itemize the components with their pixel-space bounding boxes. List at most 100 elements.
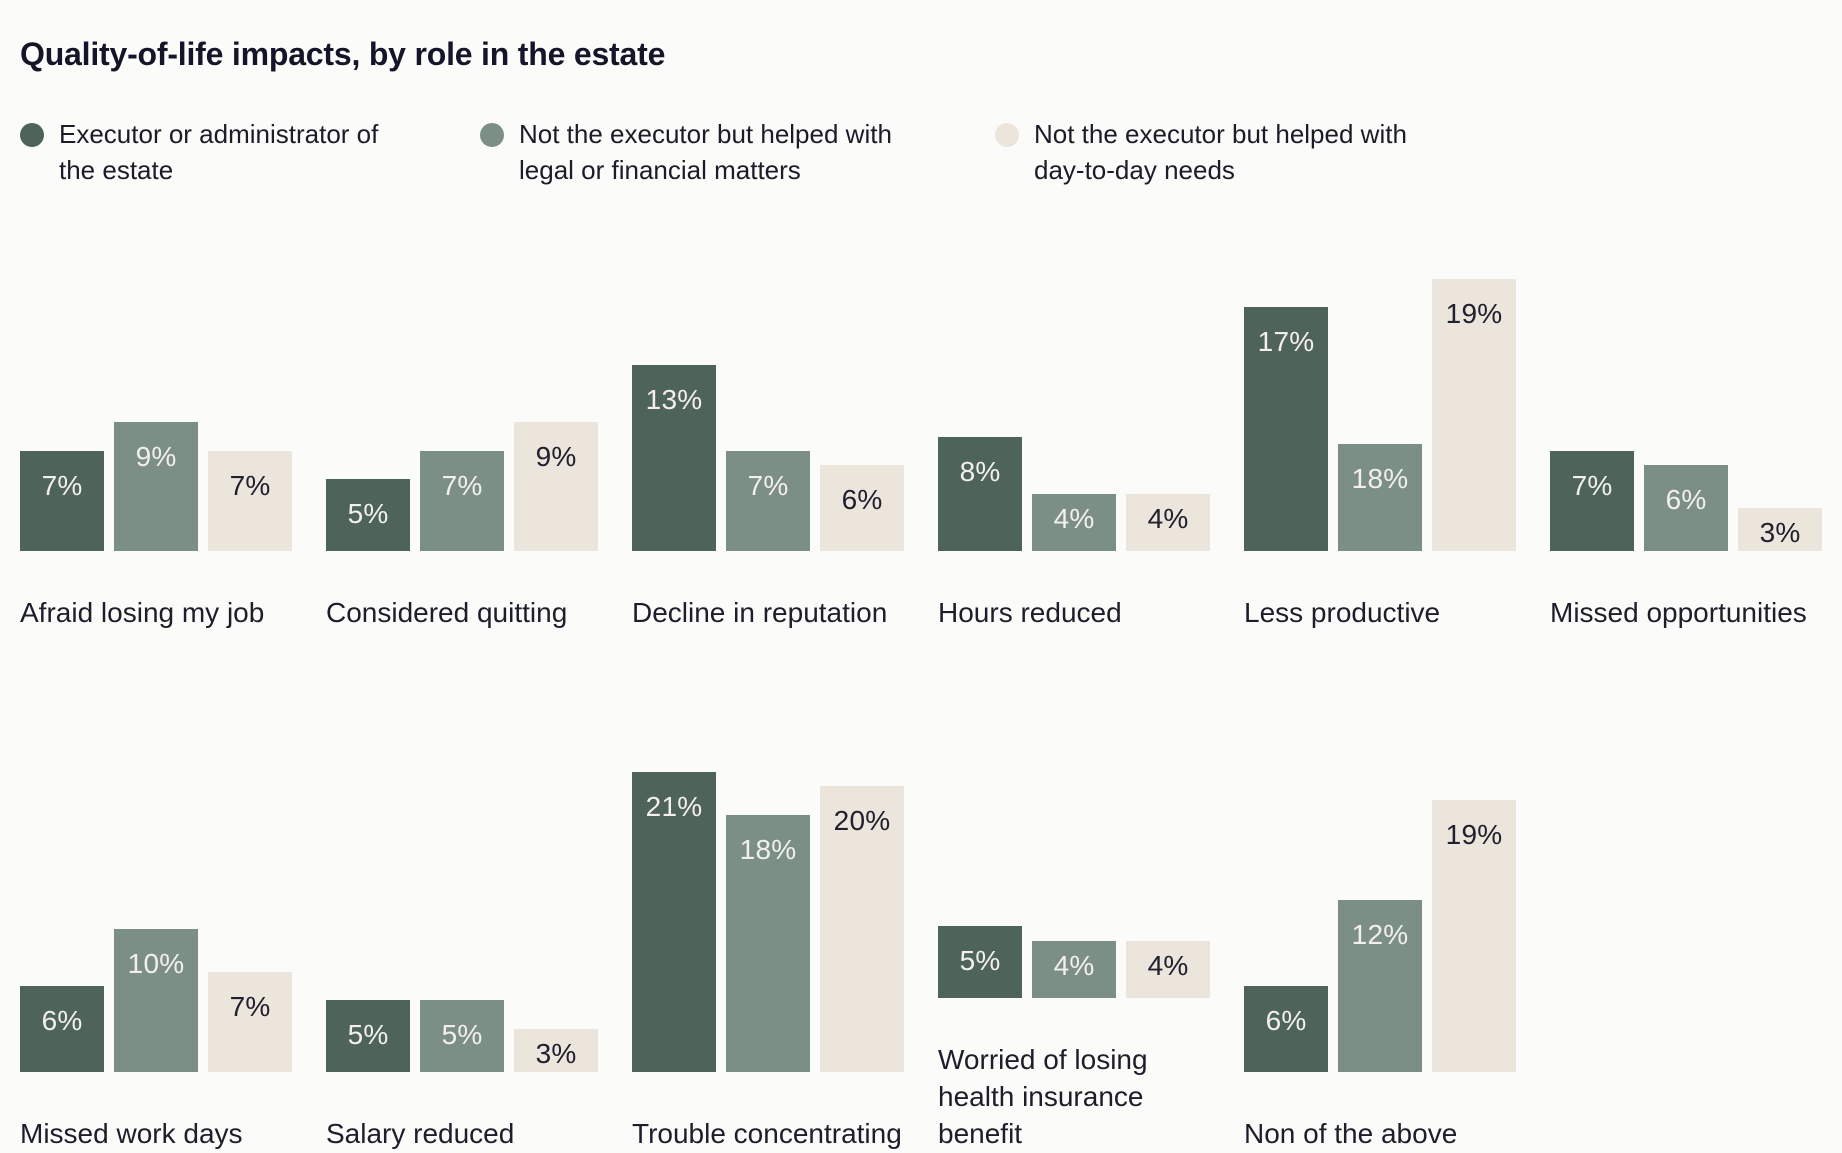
bar-value-label: 7% <box>229 469 271 501</box>
category-label: Missed opportunities <box>1550 596 1807 628</box>
bar: 6% <box>820 464 904 551</box>
bar-cluster: 7% 9% 7% <box>20 229 292 551</box>
category-label: Afraid losing my job <box>20 596 265 628</box>
bar: 7% <box>726 450 810 551</box>
bar: 7% <box>420 450 504 551</box>
category-label: Decline in reputation <box>632 596 888 628</box>
category-label: Trouble concentrating <box>632 1117 902 1149</box>
category-label: Worried of losing health insurance benef… <box>938 1043 1148 1149</box>
bar-value-label: 4% <box>1053 502 1095 534</box>
bar: 20% <box>820 785 904 1072</box>
legend-item-helped-legal: Not the executor but helped with legal o… <box>480 117 995 189</box>
bar-value-label: 19% <box>1445 297 1503 329</box>
bar: 19% <box>1432 799 1516 1072</box>
bar-value-label: 6% <box>1265 1004 1307 1036</box>
bar: 5% <box>326 999 410 1072</box>
bar: 5% <box>938 925 1022 998</box>
bar: 18% <box>726 814 810 1072</box>
category-label: Non of the above <box>1244 1117 1458 1149</box>
bar-value-label: 21% <box>645 790 703 822</box>
bar-value-label: 17% <box>1257 325 1315 357</box>
bar-value-label: 5% <box>959 944 1001 976</box>
bar-value-label: 18% <box>739 833 797 865</box>
bar: 6% <box>1244 985 1328 1072</box>
bar-cluster: 8% 4% 4% <box>938 229 1210 551</box>
bar-group: 7% 9% 7% Afraid losing my job <box>20 229 292 632</box>
bar: 3% <box>514 1028 598 1072</box>
bar-cluster: 17% 18% 19% <box>1244 229 1516 551</box>
bar-value-label: 20% <box>833 804 891 836</box>
chart-row-2: 6% 10% 7% Missed work days 5% 5% 3% Salary redu… <box>20 696 1822 1153</box>
bar-group: 6% 10% 7% Missed work days <box>20 770 292 1153</box>
category-label: Less productive <box>1244 596 1441 628</box>
category-label: Missed work days <box>20 1117 243 1149</box>
bar: 10% <box>114 928 198 1072</box>
bar: 4% <box>1126 493 1210 551</box>
bar: 4% <box>1126 940 1210 998</box>
category-label: Salary reduced <box>326 1117 515 1149</box>
bar: 21% <box>632 771 716 1072</box>
bar-value-label: 5% <box>441 1018 483 1050</box>
legend-label: Not the executor but helped with legal o… <box>519 117 892 189</box>
bar: 5% <box>326 478 410 551</box>
bar: 7% <box>1550 450 1634 551</box>
legend-label-line: Executor or administrator of <box>59 119 379 149</box>
bar: 7% <box>20 450 104 551</box>
bar-value-label: 7% <box>1571 469 1613 501</box>
bar-value-label: 4% <box>1147 502 1189 534</box>
bar-group: 21% 18% 20% Trouble concentrating <box>632 770 904 1153</box>
bar: 7% <box>208 971 292 1072</box>
bar-value-label: 7% <box>747 469 789 501</box>
legend-label-line: day-to-day needs <box>1034 154 1235 185</box>
bar-value-label: 7% <box>41 469 83 501</box>
bar-group: 5% 5% 3% Salary reduced <box>326 770 598 1153</box>
bar-value-label: 6% <box>41 1004 83 1036</box>
bar-cluster: 6% 12% 19% <box>1244 770 1516 1072</box>
bar: 5% <box>420 999 504 1072</box>
bar: 4% <box>1032 940 1116 998</box>
bar-value-label: 9% <box>535 440 577 472</box>
bar-value-label: 7% <box>229 990 271 1022</box>
bar-cluster: 13% 7% 6% <box>632 229 904 551</box>
bar: 4% <box>1032 493 1116 551</box>
bar: 7% <box>208 450 292 551</box>
bar-value-label: 12% <box>1351 918 1409 950</box>
bar-group: 17% 18% 19% Less productive <box>1244 229 1516 632</box>
bar-value-label: 3% <box>535 1037 577 1069</box>
legend-item-helped-daytoday: Not the executor but helped with day-to-… <box>995 117 1407 189</box>
bar-value-label: 4% <box>1147 949 1189 981</box>
bar: 9% <box>114 421 198 551</box>
bar: 19% <box>1432 278 1516 551</box>
bar-value-label: 10% <box>127 947 185 979</box>
bar-cluster: 6% 10% 7% <box>20 770 292 1072</box>
bar-value-label: 6% <box>841 483 883 515</box>
bar-value-label: 5% <box>347 1018 389 1050</box>
bar-value-label: 3% <box>1759 516 1801 548</box>
bar-cluster: 21% 18% 20% <box>632 770 904 1072</box>
bar: 18% <box>1338 443 1422 551</box>
bar: 17% <box>1244 306 1328 551</box>
bar-cluster: 7% 6% 3% <box>1550 229 1822 551</box>
legend-label: Executor or administrator of the estate <box>59 117 378 189</box>
legend-item-executor: Executor or administrator of the estate <box>20 117 480 189</box>
bar-value-label: 6% <box>1665 483 1707 515</box>
legend-dot-icon <box>995 123 1019 147</box>
bar-value-label: 18% <box>1351 462 1409 494</box>
bar: 13% <box>632 364 716 551</box>
bar-value-label: 4% <box>1053 949 1095 981</box>
bar: 8% <box>938 436 1022 551</box>
bar-value-label: 7% <box>441 469 483 501</box>
bar-cluster: 5% 4% 4% <box>938 696 1210 998</box>
bar-value-label: 8% <box>959 455 1001 487</box>
bar: 12% <box>1338 899 1422 1072</box>
legend-label-line: the estate <box>59 154 174 185</box>
chart-row-1: 7% 9% 7% Afraid losing my job 5% 7% 9% Consider… <box>20 229 1822 632</box>
bar-group: 13% 7% 6% Decline in reputation <box>632 229 904 632</box>
bar-value-label: 13% <box>645 383 703 415</box>
bar-group: 5% 7% 9% Considered quitting <box>326 229 598 632</box>
chart-legend: Executor or administrator of the estate … <box>20 117 1822 189</box>
legend-label-line: Not the executor but helped with <box>1034 119 1407 149</box>
bar-cluster: 5% 5% 3% <box>326 770 598 1072</box>
legend-dot-icon <box>20 123 44 147</box>
legend-label-line: legal or financial matters <box>519 154 801 185</box>
